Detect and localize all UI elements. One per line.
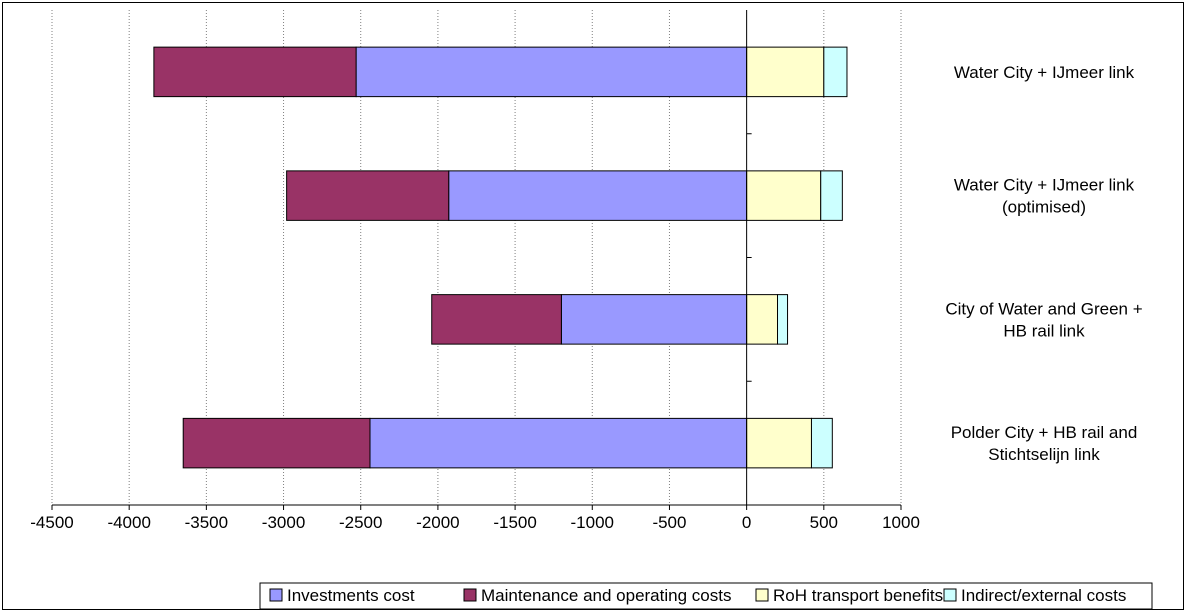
bar-segment: [820, 170, 843, 221]
x-tick-label: -3000: [262, 513, 305, 532]
legend-swatch: [943, 588, 957, 602]
category-label: City of Water and Green +: [945, 299, 1142, 318]
legend-frame: [259, 582, 1153, 610]
bars: [153, 46, 848, 469]
legend-swatch: [755, 588, 769, 602]
bar-segment: [823, 46, 848, 98]
legend-label: RoH transport benefits: [773, 586, 943, 605]
bar-segment: [369, 417, 748, 469]
category-label: Polder City + HB rail and: [951, 423, 1138, 442]
bar-segment: [560, 294, 748, 345]
category-labels: Water City + IJmeer link Water City + IJm…: [945, 63, 1142, 464]
x-tick-label: 1000: [882, 513, 920, 532]
bar-segment: [777, 294, 789, 345]
x-tick-label: -500: [652, 513, 686, 532]
bar-segment: [286, 170, 450, 221]
category-label: (optimised): [1002, 198, 1086, 217]
legend-swatch: [269, 588, 283, 602]
x-tick-label: 500: [810, 513, 838, 532]
category-label: Water City + IJmeer link: [954, 63, 1135, 82]
bar-segment: [746, 170, 822, 221]
bar-segment: [182, 417, 371, 469]
bar-segment: [153, 46, 357, 98]
category-label: Water City + IJmeer link: [954, 176, 1135, 195]
legend-label: Investments cost: [287, 586, 415, 605]
axes: [51, 10, 902, 510]
legend: Investments cost Maintenance and operatin…: [259, 582, 1153, 610]
bar-segment: [431, 294, 562, 345]
bar-segment: [746, 417, 812, 469]
legend-label: Indirect/external costs: [961, 586, 1126, 605]
bar-segment: [810, 417, 833, 469]
category-label: HB rail link: [1003, 321, 1085, 340]
bar-segment: [355, 46, 748, 98]
x-tick-label: -1500: [493, 513, 536, 532]
x-tick-label: -1000: [571, 513, 614, 532]
bar-segment: [746, 294, 779, 345]
bar-segment: [448, 170, 748, 221]
x-tick-label: -4000: [107, 513, 150, 532]
x-tick-label: -3500: [185, 513, 228, 532]
x-tick-label: -2000: [416, 513, 459, 532]
x-tick-label: -4500: [30, 513, 73, 532]
legend-swatch: [463, 588, 477, 602]
category-label: Stichtselijn link: [988, 445, 1100, 464]
x-tick-label: -2500: [339, 513, 382, 532]
bar-segment: [746, 46, 825, 98]
x-tick-label: 0: [742, 513, 751, 532]
legend-label: Maintenance and operating costs: [481, 586, 731, 605]
x-tick-labels: -4500 -4000 -3500 -3000 -2500 -2000 -1500 -1000…: [30, 513, 920, 532]
